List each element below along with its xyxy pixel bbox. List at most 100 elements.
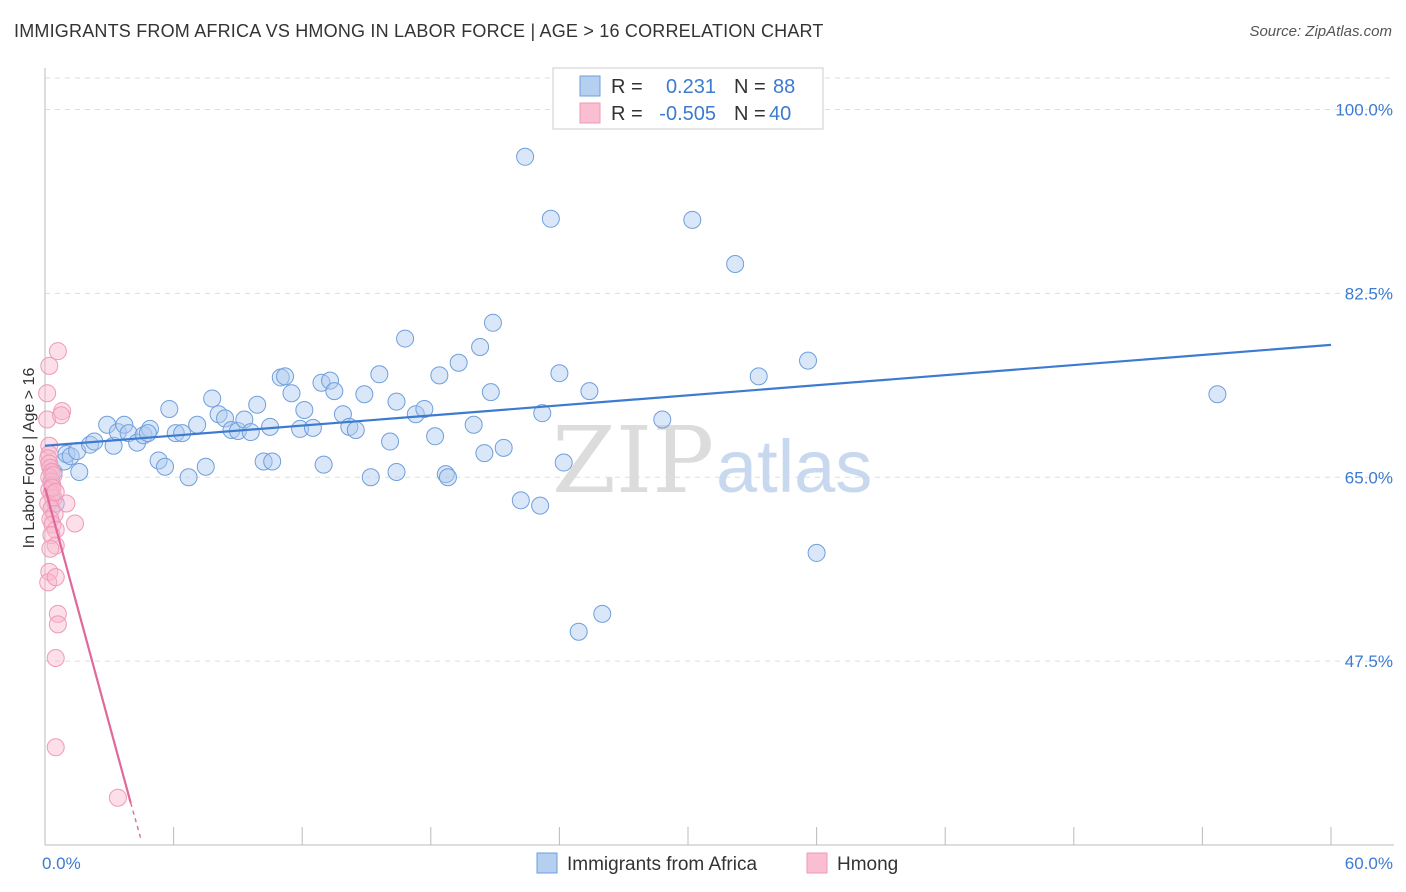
point-immigrants-from-africa [475, 444, 494, 463]
point-immigrants-from-africa [173, 424, 192, 443]
point-immigrants-from-africa [799, 351, 818, 370]
point-immigrants-from-africa [248, 395, 267, 414]
point-immigrants-from-africa [550, 364, 569, 383]
y-tick-label: 65.0% [1345, 468, 1393, 487]
point-immigrants-from-africa [471, 337, 490, 356]
point-hmong [108, 788, 127, 807]
point-hmong [48, 604, 67, 623]
point-hmong [46, 738, 65, 757]
point-hmong [41, 539, 60, 558]
trend-line-hmong-extension [130, 802, 143, 841]
legend-r-value-1: 0.231 [666, 76, 716, 98]
point-immigrants-from-africa [807, 543, 826, 562]
point-hmong [46, 482, 65, 501]
point-immigrants-from-africa [325, 382, 344, 401]
point-immigrants-from-africa [749, 367, 768, 386]
point-immigrants-from-africa [149, 451, 168, 470]
point-immigrants-from-africa [483, 313, 502, 332]
point-immigrants-from-africa [494, 438, 513, 457]
point-immigrants-from-africa [531, 496, 550, 515]
point-immigrants-from-africa [436, 465, 455, 484]
trend-line-hmong [43, 487, 132, 804]
point-immigrants-from-africa [196, 457, 215, 476]
point-immigrants-from-africa [387, 463, 406, 482]
legend-n-label-1: N = [734, 76, 766, 98]
legend-r-label-1: R = [611, 76, 643, 98]
point-immigrants-from-africa [276, 367, 295, 386]
point-immigrants-from-africa [361, 468, 380, 487]
point-immigrants-from-africa [321, 371, 340, 390]
y-axis-label: In Labor Force | Age > 16 [21, 368, 38, 549]
point-hmong [38, 384, 57, 403]
point-immigrants-from-africa [415, 399, 434, 418]
point-immigrants-from-africa [726, 254, 745, 273]
trend-line-immigrants-from-africa [44, 343, 1332, 447]
point-immigrants-from-africa [449, 353, 468, 372]
point-immigrants-from-africa [569, 622, 588, 641]
legend-swatch-blue [579, 75, 601, 97]
bottom-legend-swatch-africa [536, 852, 558, 874]
point-immigrants-from-africa [355, 385, 374, 404]
legend-n-label-2: N = [734, 103, 766, 125]
bottom-legend-swatch-hmong [806, 852, 828, 874]
point-immigrants-from-africa [115, 415, 134, 434]
legend-n-value-1: 88 [773, 76, 795, 98]
point-immigrants-from-africa [683, 210, 702, 229]
point-hmong [48, 615, 67, 634]
grid-lines [45, 77, 1391, 662]
point-hmong [57, 494, 76, 513]
point-immigrants-from-africa [481, 383, 500, 402]
point-immigrants-from-africa [160, 399, 179, 418]
point-immigrants-from-africa [179, 468, 198, 487]
point-immigrants-from-africa [282, 384, 301, 403]
legend-r-label-2: R = [611, 103, 643, 125]
point-immigrants-from-africa [263, 452, 282, 471]
watermark-zip: ZIP [552, 407, 714, 514]
point-immigrants-from-africa [533, 404, 552, 423]
point-immigrants-from-africa [554, 453, 573, 472]
point-hmong [48, 342, 67, 361]
legend-r-value-2: -0.505 [659, 103, 716, 125]
chart-title: IMMIGRANTS FROM AFRICA VS HMONG IN LABOR… [14, 21, 824, 41]
point-immigrants-from-africa [203, 389, 222, 408]
point-immigrants-from-africa [464, 415, 483, 434]
point-immigrants-from-africa [426, 427, 445, 446]
x-tick-label-max: 60.0% [1345, 854, 1393, 873]
bottom-legend-label-hmong: Hmong [837, 854, 898, 875]
point-immigrants-from-africa [438, 468, 457, 487]
point-immigrants-from-africa [396, 329, 415, 348]
point-immigrants-from-africa [511, 491, 530, 510]
point-immigrants-from-africa [593, 604, 612, 623]
trend-lines [43, 343, 1332, 841]
point-hmong [66, 514, 85, 533]
x-tick-label-min: 0.0% [42, 854, 81, 873]
series-legend: Immigrants from Africa Hmong [536, 852, 898, 875]
series-immigrants-from-africa [42, 147, 1227, 641]
x-tick-labels: 0.0% 60.0% [42, 854, 1393, 873]
watermark-atlas: atlas [716, 425, 872, 508]
point-hmong [46, 648, 65, 667]
point-immigrants-from-africa [241, 423, 260, 442]
point-immigrants-from-africa [516, 147, 535, 166]
point-immigrants-from-africa [295, 401, 314, 420]
point-immigrants-from-africa [156, 457, 175, 476]
point-immigrants-from-africa [387, 392, 406, 411]
point-immigrants-from-africa [314, 455, 333, 474]
point-immigrants-from-africa [370, 365, 389, 384]
source-credit: Source: ZipAtlas.com [1249, 23, 1392, 40]
point-immigrants-from-africa [653, 410, 672, 429]
correlation-legend: R = 0.231 N = 88 R = -0.505 N = 40 [552, 67, 824, 130]
bottom-legend-label-africa: Immigrants from Africa [567, 854, 757, 875]
point-hmong [46, 568, 65, 587]
y-tick-labels: 47.5% 65.0% 82.5% 100.0% [1335, 101, 1393, 672]
y-tick-label: 47.5% [1345, 652, 1393, 671]
legend-n-value-2: 40 [769, 103, 791, 125]
y-tick-label: 82.5% [1345, 284, 1393, 303]
point-immigrants-from-africa [580, 382, 599, 401]
point-hmong [52, 406, 71, 425]
point-immigrants-from-africa [346, 420, 365, 439]
point-immigrants-from-africa [303, 418, 322, 437]
point-immigrants-from-africa [406, 405, 425, 424]
point-immigrants-from-africa [70, 463, 89, 482]
